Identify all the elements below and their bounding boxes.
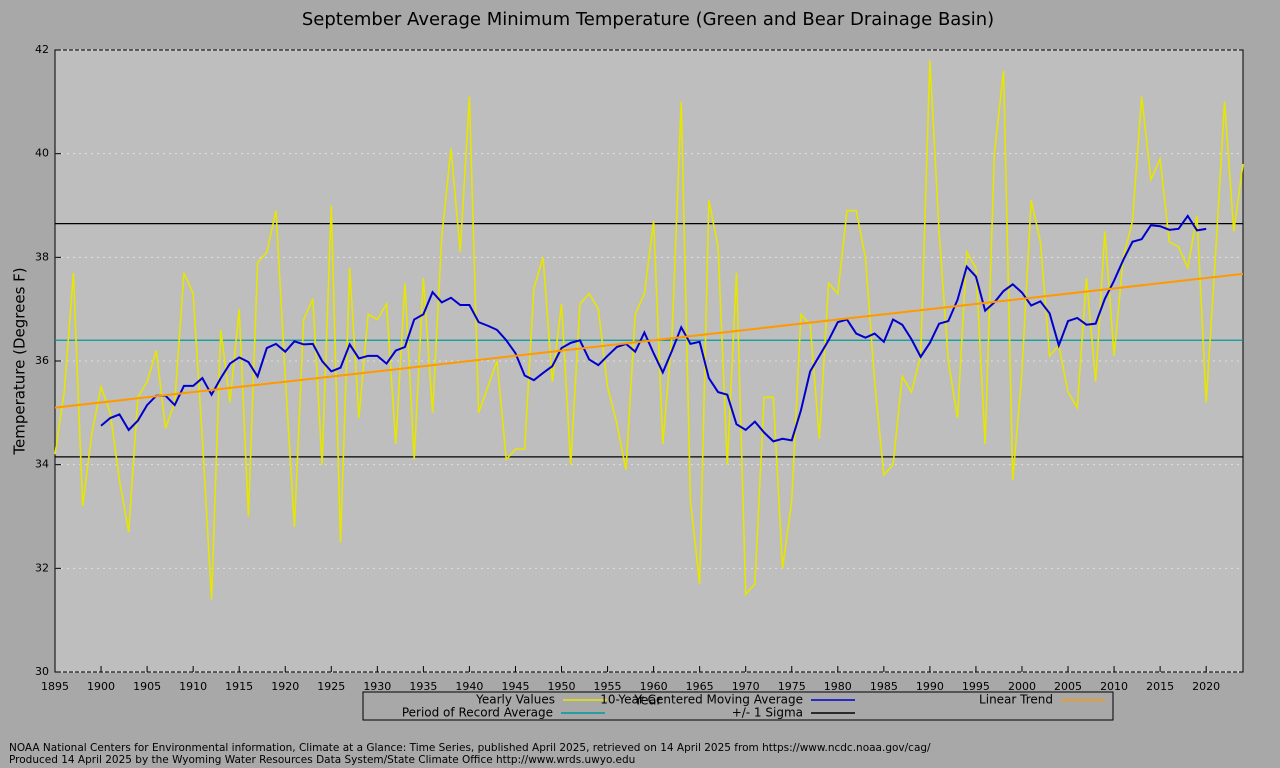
legend-label: 10-Year Centered Moving Average	[600, 693, 803, 707]
legend-label: Yearly Values	[475, 693, 555, 707]
x-tick-label: 1990	[916, 680, 944, 693]
chart-title: September Average Minimum Temperature (G…	[302, 9, 994, 30]
x-tick-label: 1930	[363, 680, 391, 693]
series-line	[100, 214, 1207, 443]
x-tick-label: 1985	[870, 680, 898, 693]
x-tick-label: 1965	[686, 680, 714, 693]
y-tick-label: 40	[35, 147, 49, 160]
x-tick-label: 1905	[133, 680, 161, 693]
x-tick-label: 2005	[1054, 680, 1082, 693]
legend-label: Linear Trend	[979, 693, 1053, 707]
x-tick-label: 1995	[962, 680, 990, 693]
legend-label: +/- 1 Sigma	[732, 706, 803, 720]
x-tick-label: 1920	[271, 680, 299, 693]
y-tick-label: 34	[35, 458, 49, 471]
series-line	[54, 60, 1244, 600]
x-tick-label: 2020	[1192, 680, 1220, 693]
y-tick-label: 38	[35, 250, 49, 263]
y-tick-label: 42	[35, 43, 49, 56]
y-axis-label: Temperature (Degrees F)	[11, 267, 29, 455]
x-tick-label: 1940	[455, 680, 483, 693]
x-tick-label: 2000	[1008, 680, 1036, 693]
x-tick-label: 1925	[317, 680, 345, 693]
x-tick-label: 2015	[1146, 680, 1174, 693]
y-tick-label: 36	[35, 354, 49, 367]
series-line	[54, 272, 1244, 409]
x-tick-label: 1980	[824, 680, 852, 693]
note: NOAA National Centers for Environmental …	[9, 742, 931, 754]
x-tick-label: 1895	[41, 680, 69, 693]
x-tick-label: 1975	[778, 680, 806, 693]
y-tick-label: 32	[35, 561, 49, 574]
x-tick-label: 1915	[225, 680, 253, 693]
note: Produced 14 April 2025 by the Wyoming Wa…	[9, 754, 635, 766]
x-tick-label: 1900	[87, 680, 115, 693]
legend-box	[362, 691, 1114, 721]
x-tick-label: 2010	[1100, 680, 1128, 693]
x-tick-label: 1945	[501, 680, 529, 693]
x-tick-label: 1960	[640, 680, 668, 693]
y-tick-label: 30	[35, 665, 49, 678]
x-tick-label: 1935	[409, 680, 437, 693]
x-axis-label: Year	[633, 694, 662, 709]
legend-label: Period of Record Average	[402, 706, 553, 720]
x-tick-label: 1950	[548, 680, 576, 693]
x-tick-label: 1910	[179, 680, 207, 693]
x-tick-label: 1955	[594, 680, 622, 693]
x-tick-label: 1970	[732, 680, 760, 693]
